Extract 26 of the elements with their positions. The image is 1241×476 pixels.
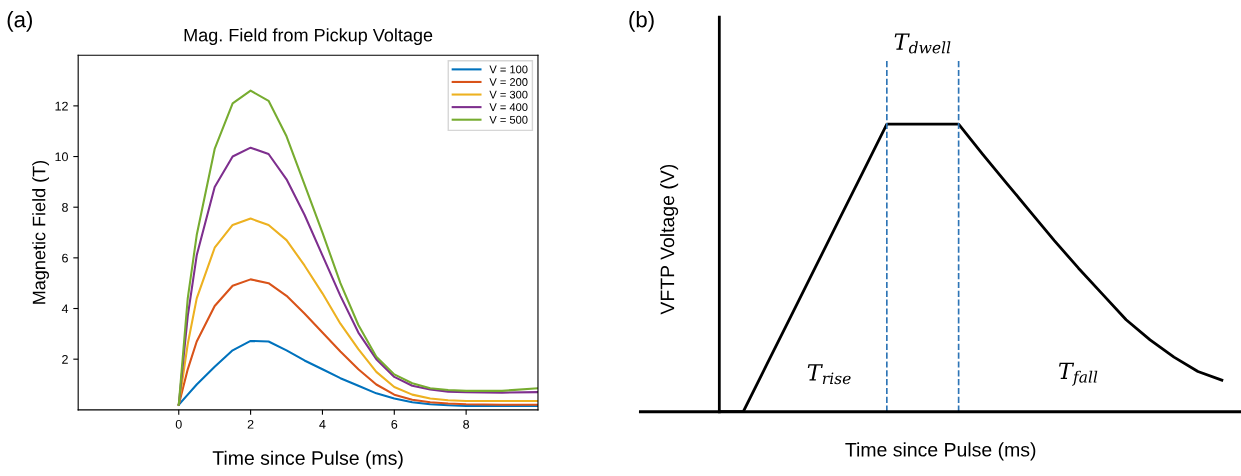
y-tick-label: 10 xyxy=(55,152,68,162)
x-tick-label: 2 xyxy=(247,419,254,429)
x-tick-label: 8 xyxy=(463,419,470,429)
text: (b) xyxy=(629,11,654,32)
y-tick-label: 8 xyxy=(62,203,68,212)
x-tick-label: 0 xyxy=(175,419,182,429)
y-tick-label: 12 xyxy=(55,101,68,111)
x-tick-label: 6 xyxy=(391,419,398,429)
text: (a) xyxy=(7,11,32,32)
legend-label: V = 500 xyxy=(489,115,528,124)
text: T$_{dwell}$ xyxy=(894,33,951,54)
y-axis-title: Magnetic Field (T) xyxy=(32,160,49,304)
y-axis-title: VFTP Voltage (V) xyxy=(660,164,679,315)
y-tick-label: 6 xyxy=(62,253,68,263)
annotation: T$_{rise}$ xyxy=(807,364,851,385)
legend-label: V = 400 xyxy=(489,103,528,112)
x-axis-title: Time since Pulse (ms) xyxy=(212,450,403,469)
y-tick-label: 2 xyxy=(62,354,68,364)
legend-label: V = 100 xyxy=(489,65,528,74)
chart-title: Mag. Field from Pickup Voltage xyxy=(184,28,433,46)
x-tick-label: 4 xyxy=(319,420,326,429)
legend-label: V = 300 xyxy=(489,90,528,99)
y-tick-label: 4 xyxy=(61,304,69,314)
annotation: T$_{fall}$ xyxy=(1058,362,1098,386)
x-axis-title: Time since Pulse (ms) xyxy=(845,442,1036,461)
legend-label: V = 200 xyxy=(489,78,528,86)
